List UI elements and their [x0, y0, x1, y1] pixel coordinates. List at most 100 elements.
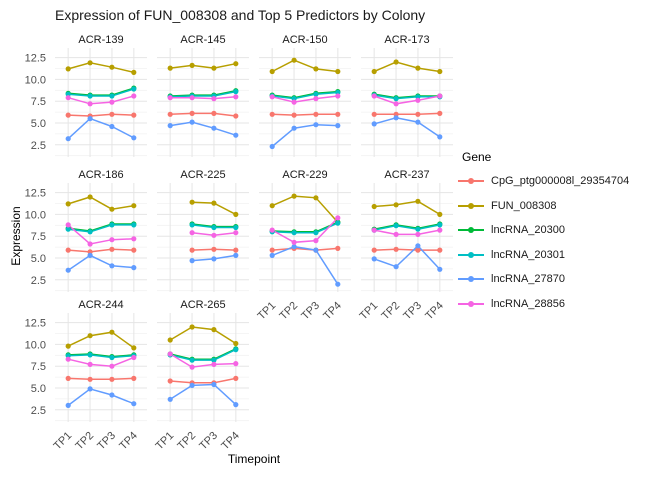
- series-line-CpG_ptg000008l_29354704: [170, 377, 236, 384]
- data-point-lncRNA_28856: [269, 227, 275, 233]
- data-point-CpG_ptg000008l_29354704: [109, 376, 115, 382]
- legend: Gene CpG_ptg000008l_29354704 FUN_008308 ln…: [458, 150, 629, 316]
- data-point-CpG_ptg000008l_29354704: [131, 112, 137, 118]
- data-point-lncRNA_20301: [87, 93, 93, 99]
- legend-entry: FUN_008308: [458, 194, 629, 219]
- data-point-lncRNA_28856: [233, 361, 239, 367]
- y-tick-label: 2.5: [31, 405, 46, 417]
- y-tick-label: 2.5: [31, 275, 46, 287]
- data-point-FUN_008308: [109, 64, 115, 70]
- x-axis-title: Timepoint: [227, 452, 281, 466]
- data-point-lncRNA_28856: [233, 94, 239, 100]
- data-point-lncRNA_20301: [291, 230, 297, 236]
- series-line-lncRNA_28856: [169, 353, 236, 368]
- data-point-lncRNA_27870: [233, 402, 239, 408]
- series-line-lncRNA_20301: [374, 224, 440, 231]
- data-point-lncRNA_20301: [437, 222, 443, 228]
- series-line-FUN_008308: [67, 331, 135, 349]
- data-point-lncRNA_27870: [109, 123, 115, 130]
- series-line-lncRNA_28856: [68, 356, 135, 367]
- data-point-CpG_ptg000008l_29354704: [233, 375, 239, 381]
- data-point-lncRNA_28856: [109, 363, 115, 369]
- y-tick-label: 12.5: [25, 188, 46, 200]
- data-point-CpG_ptg000008l_29354704: [393, 246, 399, 252]
- data-point-lncRNA_28856: [189, 364, 195, 370]
- facet-title: ACR-225: [180, 169, 225, 181]
- data-point-lncRNA_27870: [189, 382, 195, 388]
- legend-key-icon: [458, 225, 484, 235]
- facet-title: ACR-229: [282, 169, 327, 181]
- series-line-lncRNA_28856: [374, 229, 440, 236]
- y-tick-label: 12.5: [25, 318, 46, 330]
- data-point-FUN_008308: [211, 65, 217, 71]
- data-point-lncRNA_27870: [167, 123, 173, 129]
- data-point-FUN_008308: [131, 345, 137, 351]
- data-point-lncRNA_28856: [87, 101, 93, 107]
- legend-label: lncRNA_28856: [491, 297, 565, 310]
- data-point-FUN_008308: [167, 337, 173, 343]
- data-point-CpG_ptg000008l_29354704: [131, 375, 137, 381]
- data-point-lncRNA_28856: [335, 215, 341, 221]
- data-point-lncRNA_28856: [211, 361, 217, 367]
- data-point-lncRNA_20301: [211, 357, 217, 363]
- series-line-CpG_ptg000008l_29354704: [272, 247, 338, 251]
- facet-panel-ACR-229: ACR-229 TP1 TP2 TP3 TP4: [256, 169, 351, 322]
- data-point-FUN_008308: [65, 66, 71, 72]
- data-point-lncRNA_28856: [313, 96, 319, 102]
- series-line-CpG_ptg000008l_29354704: [68, 377, 134, 381]
- series-line-lncRNA_27870: [373, 117, 441, 138]
- data-point-lncRNA_28856: [371, 93, 377, 99]
- data-point-lncRNA_27870: [109, 263, 115, 269]
- series-line-lncRNA_20300: [68, 87, 135, 96]
- data-point-lncRNA_20301: [233, 224, 239, 231]
- data-point-lncRNA_20301: [65, 226, 71, 232]
- data-point-lncRNA_27870: [335, 281, 341, 287]
- series-line-lncRNA_20301: [170, 90, 236, 98]
- series-line-lncRNA_28856: [67, 95, 135, 105]
- data-point-lncRNA_28856: [189, 230, 195, 236]
- data-point-lncRNA_27870: [437, 266, 443, 272]
- data-point-lncRNA_28856: [233, 230, 239, 236]
- data-point-CpG_ptg000008l_29354704: [291, 112, 297, 118]
- series-line-lncRNA_28856: [272, 95, 338, 103]
- data-point-lncRNA_27870: [415, 243, 421, 249]
- data-point-CpG_ptg000008l_29354704: [415, 247, 421, 253]
- data-point-CpG_ptg000008l_29354704: [437, 247, 443, 253]
- data-point-lncRNA_20301: [131, 86, 137, 92]
- data-point-lncRNA_27870: [233, 132, 239, 138]
- facet-title: ACR-150: [282, 34, 327, 46]
- data-point-FUN_008308: [313, 66, 319, 72]
- data-point-lncRNA_27870: [415, 119, 421, 125]
- data-point-FUN_008308: [269, 68, 275, 75]
- data-point-FUN_008308: [65, 343, 71, 349]
- data-point-FUN_008308: [233, 61, 239, 67]
- data-point-lncRNA_28856: [291, 99, 297, 105]
- series-line-lncRNA_20301: [68, 224, 134, 233]
- data-point-CpG_ptg000008l_29354704: [109, 111, 115, 117]
- data-point-lncRNA_27870: [393, 264, 399, 270]
- data-point-FUN_008308: [131, 203, 137, 209]
- series-line-lncRNA_20301: [374, 94, 440, 100]
- data-point-lncRNA_20301: [393, 96, 399, 102]
- data-point-lncRNA_27870: [393, 115, 399, 121]
- series-line-lncRNA_20301: [272, 91, 338, 100]
- x-tick-label: TP4: [117, 430, 140, 453]
- data-point-lncRNA_20301: [233, 89, 239, 95]
- y-tick-label: 7.5: [31, 231, 46, 243]
- data-point-FUN_008308: [437, 68, 443, 75]
- series-line-lncRNA_20300: [272, 90, 338, 99]
- data-point-lncRNA_28856: [371, 227, 377, 233]
- data-point-CpG_ptg000008l_29354704: [313, 111, 319, 117]
- data-point-FUN_008308: [211, 200, 217, 206]
- legend-label: lncRNA_20301: [491, 248, 565, 261]
- data-point-lncRNA_27870: [313, 247, 319, 253]
- data-point-lncRNA_27870: [437, 134, 443, 140]
- x-tick-label: TP4: [423, 300, 446, 323]
- data-point-lncRNA_28856: [393, 231, 399, 237]
- series-line-lncRNA_27870: [271, 123, 338, 148]
- series-line-CpG_ptg000008l_29354704: [68, 113, 134, 117]
- data-point-FUN_008308: [437, 211, 443, 217]
- x-tick-label: TP3: [95, 430, 118, 453]
- data-point-lncRNA_20301: [131, 222, 137, 228]
- facet-panel-ACR-244: ACR-244 2.5 5.0 7.5 10.0 12.5 TP1 TP2 TP3 TP4: [25, 299, 147, 452]
